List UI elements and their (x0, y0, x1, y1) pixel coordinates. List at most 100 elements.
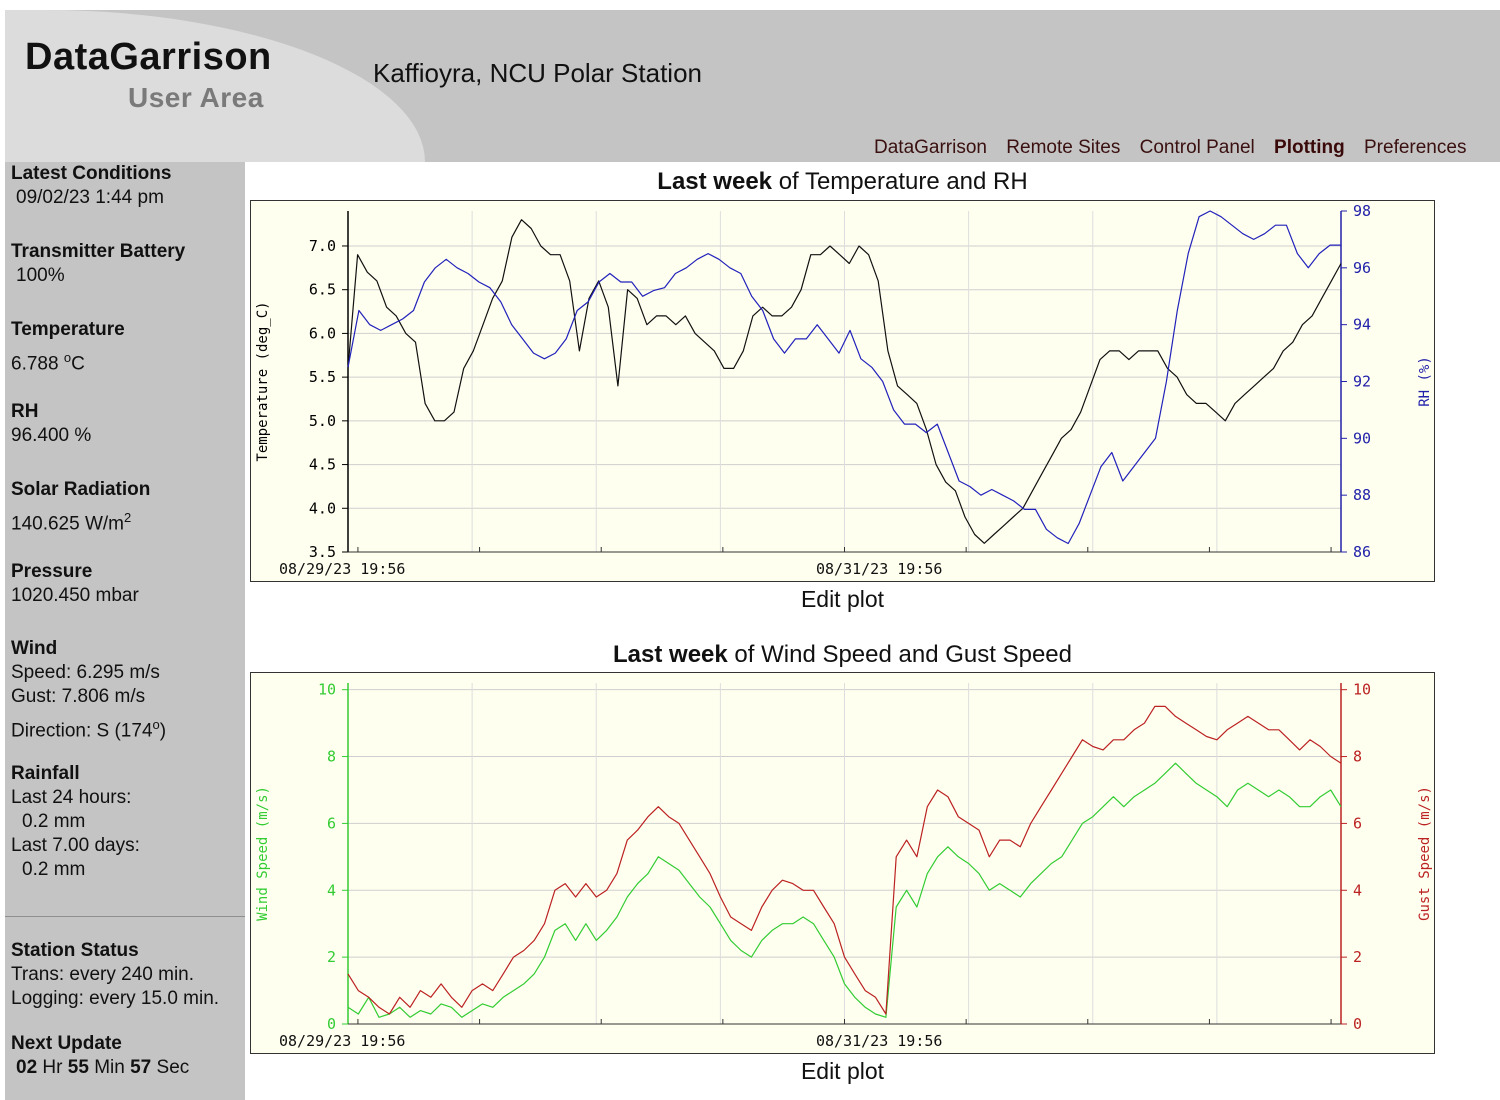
pressure-value: 1020.450 mbar (11, 585, 139, 606)
solar-value: 140.625 W/m (11, 513, 124, 535)
wind-direction-line: Direction: S (174o) (11, 713, 166, 743)
right-tick-label: 8 (1353, 748, 1362, 766)
left-tick-label: 6.0 (309, 324, 336, 342)
left-tick-label: 2 (327, 948, 336, 966)
rainfall-label: Rainfall (11, 763, 80, 784)
status-transmit: Trans: every 240 min. (11, 964, 195, 985)
wind-gust-plot: 0 2 4 6 8 10 0 2 4 6 8 10 08/29/23 19:56 08/31/23 19:… (255, 681, 1433, 1050)
station-title: Kaffioyra, NCU Polar Station (373, 58, 702, 88)
right-tick-label: 86 (1353, 543, 1371, 561)
series-line-2 (347, 210, 1341, 545)
rh-value: 96.400 % (11, 425, 92, 446)
pressure-block: Pressure 1020.450 mbar (11, 560, 139, 608)
chart1-title-rest: of Temperature and RH (778, 168, 1028, 195)
rh-block: RH 96.400 % (11, 400, 91, 448)
update-seconds-unit: Sec (156, 1057, 190, 1078)
chart1-title: Last week of Temperature and RH (250, 168, 1435, 196)
wind-direction-close: ) (159, 720, 167, 742)
battery-block: Transmitter Battery 100% (11, 240, 185, 288)
temperature-rh-chart: 3.5 4.0 4.5 5.0 5.5 6.0 6.5 7.0 86 88 90 92 94 96 98 08… (250, 200, 1435, 582)
battery-label: Transmitter Battery (11, 241, 186, 262)
station-status-block: Station Status Trans: every 240 min. Log… (11, 939, 219, 1011)
latest-conditions-value: 09/02/23 1:44 pm (16, 187, 164, 208)
right-tick-label: 6 (1353, 814, 1362, 832)
next-update-label: Next Update (11, 1033, 122, 1054)
wind-degree-symbol: o (152, 717, 160, 732)
right-tick-label: 94 (1353, 316, 1371, 334)
next-update-block: Next Update 02 Hr 55 Min 57 Sec (11, 1032, 189, 1080)
nav-datagarrison[interactable]: DataGarrison (874, 137, 987, 158)
left-tick-label: 4 (327, 881, 336, 899)
left-tick-label: 5.0 (309, 412, 336, 430)
pressure-label: Pressure (11, 561, 93, 582)
temperature-value: 6.788 (11, 353, 59, 375)
rain-24h-label: Last 24 hours: (11, 787, 132, 808)
logo-title[interactable]: DataGarrison (25, 36, 272, 78)
temperature-unit: C (71, 353, 85, 375)
degree-symbol: o (63, 350, 72, 365)
nav-control-panel[interactable]: Control Panel (1139, 137, 1255, 158)
rain-24h-value: 0.2 mm (22, 811, 86, 832)
right-tick-label: 98 (1353, 202, 1371, 220)
update-minutes-unit: Min (94, 1057, 125, 1078)
left-tick-label: 0 (327, 1015, 336, 1033)
update-hours: 02 (16, 1057, 38, 1078)
left-tick-label: 8 (327, 748, 336, 766)
rainfall-block: Rainfall Last 24 hours: 0.2 mm Last 7.00… (11, 762, 140, 882)
chart2-title-bold: Last week (613, 641, 728, 668)
update-seconds: 57 (130, 1057, 152, 1078)
solar-unit-exponent: 2 (124, 510, 132, 525)
top-navigation: DataGarrison Remote Sites Control Panel … (874, 137, 1480, 159)
right-tick-label: 92 (1353, 373, 1371, 391)
x-tick-label: 08/29/23 19:56 (279, 560, 405, 578)
right-tick-label: 90 (1353, 429, 1371, 447)
rh-label: RH (11, 401, 39, 422)
left-tick-label: 6.5 (309, 281, 336, 299)
solar-value-line: 140.625 W/m2 (11, 506, 150, 536)
right-tick-label: 4 (1353, 881, 1362, 899)
series-line-2 (347, 705, 1342, 1015)
left-tick-label: 5.5 (309, 368, 336, 386)
rain-7d-value: 0.2 mm (22, 859, 86, 880)
right-tick-label: 88 (1353, 486, 1371, 504)
conditions-sidebar: Latest Conditions 09/02/23 1:44 pm Trans… (5, 162, 245, 1100)
series-line-1 (347, 762, 1342, 1018)
x-tick-label: 08/29/23 19:56 (279, 1032, 405, 1050)
wind-gust-chart: 0 2 4 6 8 10 0 2 4 6 8 10 08/29/23 19:56 08/31/23 19:… (250, 672, 1435, 1054)
chart1-title-bold: Last week (657, 168, 773, 195)
chart2-title: Last week of Wind Speed and Gust Speed (250, 641, 1435, 669)
chart2-edit-plot-link[interactable]: Edit plot (800, 1058, 885, 1084)
series-line-1 (347, 219, 1342, 544)
temperature-label: Temperature (11, 319, 125, 340)
station-status-label: Station Status (11, 940, 139, 961)
chart2-title-rest: of Wind Speed and Gust Speed (734, 641, 1072, 668)
update-hours-unit: Hr (42, 1057, 63, 1078)
left-tick-label: 7.0 (309, 237, 336, 255)
right-axis-title: Gust Speed (m/s) (1417, 786, 1433, 921)
status-logging: Logging: every 15.0 min. (11, 988, 220, 1009)
nav-plotting[interactable]: Plotting (1274, 137, 1345, 158)
sidebar-divider (5, 916, 245, 917)
latest-conditions-label: Latest Conditions (11, 163, 172, 184)
nav-remote-sites[interactable]: Remote Sites (1006, 137, 1121, 158)
wind-block: Wind Speed: 6.295 m/s Gust: 7.806 m/s Di… (11, 637, 166, 743)
nav-preferences[interactable]: Preferences (1364, 137, 1467, 158)
solar-label: Solar Radiation (11, 479, 151, 500)
temperature-rh-plot: 3.5 4.0 4.5 5.0 5.5 6.0 6.5 7.0 86 88 90 92 94 96 98 08… (255, 202, 1433, 578)
left-tick-label: 4.5 (309, 456, 336, 474)
left-tick-label: 4.0 (309, 499, 336, 517)
wind-direction: Direction: S (174 (11, 720, 153, 742)
latest-conditions-block: Latest Conditions 09/02/23 1:44 pm (11, 162, 171, 210)
right-tick-label: 96 (1353, 259, 1371, 277)
logo-subtitle: User Area (128, 82, 264, 113)
left-axis-title: Wind Speed (m/s) (255, 786, 271, 921)
temperature-block: Temperature 6.788 oC (11, 318, 125, 376)
next-update-countdown: 02 Hr 55 Min 57 Sec (11, 1056, 189, 1080)
left-axis-title: Temperature (deg_C) (255, 301, 271, 461)
chart1-edit-plot-link[interactable]: Edit plot (800, 586, 885, 612)
right-tick-label: 2 (1353, 948, 1362, 966)
wind-speed: Speed: 6.295 m/s (11, 662, 160, 683)
left-tick-label: 10 (318, 681, 336, 699)
temperature-value-line: 6.788 oC (11, 346, 125, 376)
left-tick-label: 3.5 (309, 543, 336, 561)
